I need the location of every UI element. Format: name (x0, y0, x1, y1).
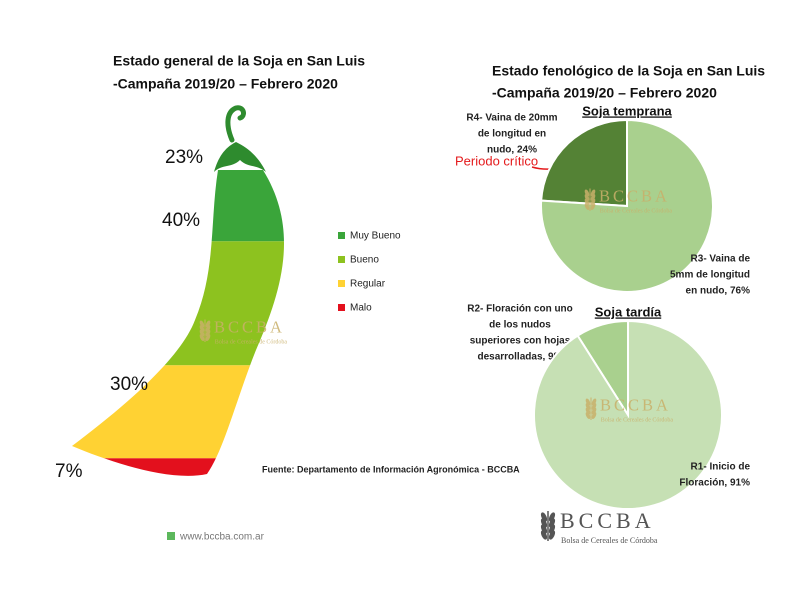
slice-label: en nudo, 76% (686, 286, 751, 297)
pod-segment (72, 365, 285, 459)
website-icon (167, 532, 175, 540)
slice-label: 5mm de longitud (670, 270, 750, 281)
value-label: 30% (110, 374, 148, 395)
slice-label: R4- Vaina de 20mm (466, 113, 557, 124)
logo-wheat-grain (585, 412, 591, 419)
logo-wheat-grain (591, 412, 597, 419)
value-label: 23% (165, 147, 203, 168)
legend-label: Malo (350, 303, 372, 314)
pie-title: Soja tardía (595, 304, 662, 319)
legend-label: Muy Bueno (350, 231, 401, 242)
logo-subtitle: Bolsa de Cereales de Córdoba (215, 339, 288, 345)
pod-segment (72, 241, 285, 366)
legend-label: Regular (350, 279, 386, 290)
website: www.bccba.com.ar (179, 532, 265, 543)
pod-cap (214, 142, 266, 172)
logo-name: BCCBA (560, 508, 655, 533)
legend-swatch (338, 256, 345, 263)
logo-wheat-grain (584, 203, 590, 210)
logo: BCCBA Bolsa de Cereales de Córdoba (585, 395, 674, 423)
slice-label: R3- Vaina de (691, 254, 751, 265)
slice-label: nudo, 24% (487, 145, 537, 156)
slice-label: de longitud en (478, 129, 546, 140)
slice-label: R1- Inicio de (691, 462, 751, 473)
logo-wheat-grain (548, 530, 556, 540)
pie-slice (533, 319, 723, 510)
pie-title: Soja temprana (582, 103, 672, 118)
logo-name: BCCBA (600, 395, 671, 414)
slice-label: R2- Floración con uno (467, 304, 573, 315)
logo-subtitle: Bolsa de Cereales de Córdoba (600, 208, 673, 214)
logo-subtitle: Bolsa de Cereales de Córdoba (561, 536, 658, 545)
logo-subtitle: Bolsa de Cereales de Córdoba (601, 417, 674, 423)
value-label: 40% (162, 210, 200, 231)
logo: BCCBA Bolsa de Cereales de Córdoba (199, 317, 288, 345)
value-label: 7% (55, 461, 83, 482)
logo-wheat-grain (199, 334, 205, 341)
logo-wheat-grain (540, 530, 548, 540)
annotation: Periodo crítico (455, 153, 538, 168)
slice-label: superiores con hojas (470, 336, 571, 347)
panel-title: Estado fenológico de la Soja en San Luis (492, 63, 765, 79)
logo-wheat-grain (590, 203, 596, 210)
pod-subtitle: -Campaña 2019/20 – Febrero 2020 (113, 76, 338, 92)
slice-label: desarrolladas, 9% (477, 352, 562, 363)
legend-swatch (338, 280, 345, 287)
panel-subtitle: -Campaña 2019/20 – Febrero 2020 (492, 85, 717, 101)
pie-slice (540, 118, 628, 208)
source: Fuente: Departamento de Información Agro… (262, 464, 520, 474)
logo: BCCBA Bolsa de Cereales de Córdoba (584, 186, 673, 214)
pod-title: Estado general de la Soja en San Luis (113, 53, 365, 69)
logo: BCCBA Bolsa de Cereales de Córdoba (540, 508, 658, 545)
slice-label: de los nudos (489, 320, 551, 331)
legend-label: Bueno (350, 255, 379, 266)
pie-slice (540, 118, 714, 293)
logo-name: BCCBA (214, 317, 285, 336)
logo-wheat-grain (205, 334, 211, 341)
logo-name: BCCBA (599, 186, 670, 205)
legend-swatch (338, 232, 345, 239)
pod-stem (225, 105, 246, 143)
slice-label: Floración, 91% (679, 478, 750, 489)
legend-swatch (338, 304, 345, 311)
